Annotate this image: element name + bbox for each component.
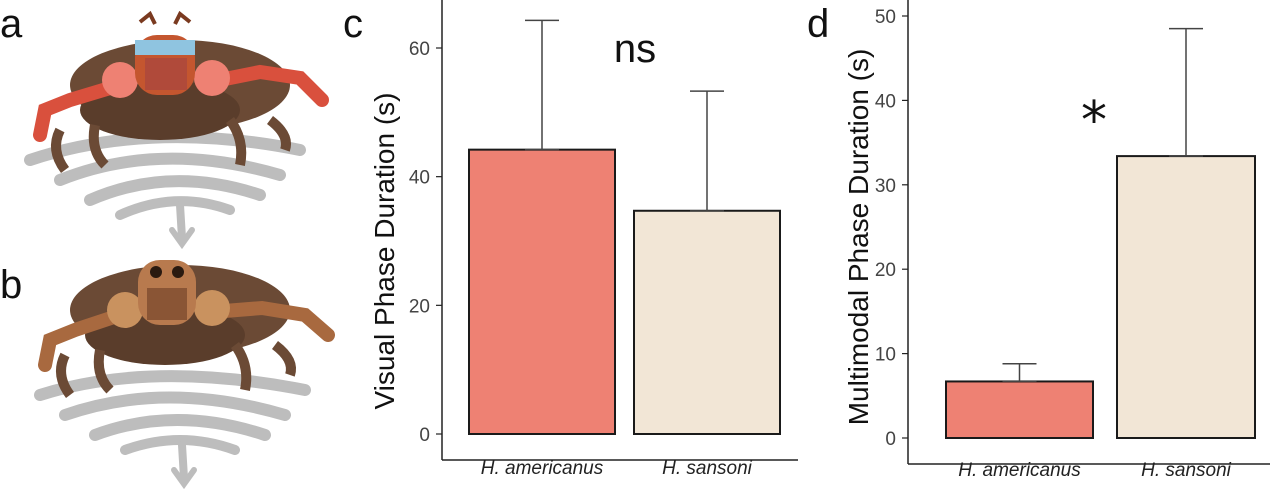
y-tick-label: 20 [409,296,430,317]
x-tick-label: H. americanus [481,458,604,479]
panel-letter-a: a [0,2,23,46]
panel-letter-d: d [807,2,830,46]
y-tick-label: 30 [875,176,896,197]
y-axis-title: Visual Phase Duration (s) [369,93,400,410]
front-leg-left-a [33,78,127,142]
front-leg-left-b [38,308,127,372]
x-tick-label: H. sansoni [1141,460,1232,481]
y-tick-label: 40 [409,168,430,189]
panel-letter-b: b [0,263,23,307]
significance-annotation-star: * [1081,91,1107,151]
spider-illustration-a [24,10,329,250]
y-tick-label: 0 [419,425,430,446]
y-tick-label: 20 [875,260,896,281]
y-tick-label: 10 [875,345,896,366]
x-tick-label: H. sansoni [662,458,753,479]
spider-illustration-b [34,260,335,490]
y-axis-title: Multimodal Phase Duration (s) [843,49,874,426]
bar-sansoni [1116,155,1256,439]
spider-a [33,10,329,173]
y-tick-label: 50 [875,7,896,28]
front-leg-right-a [203,64,329,107]
y-tick-label: 40 [875,91,896,112]
front-leg-right-b [205,300,335,342]
y-tick-label: 60 [409,39,430,60]
bar-americanus [468,148,616,435]
bar-sansoni [633,209,781,435]
y-tick-label: 0 [885,429,896,450]
x-tick-label: H. americanus [958,460,1081,481]
panel-letter-c: c [343,2,363,46]
significance-annotation-ns: ns [614,27,656,71]
bar-americanus [945,380,1094,439]
spider-b [38,260,335,398]
